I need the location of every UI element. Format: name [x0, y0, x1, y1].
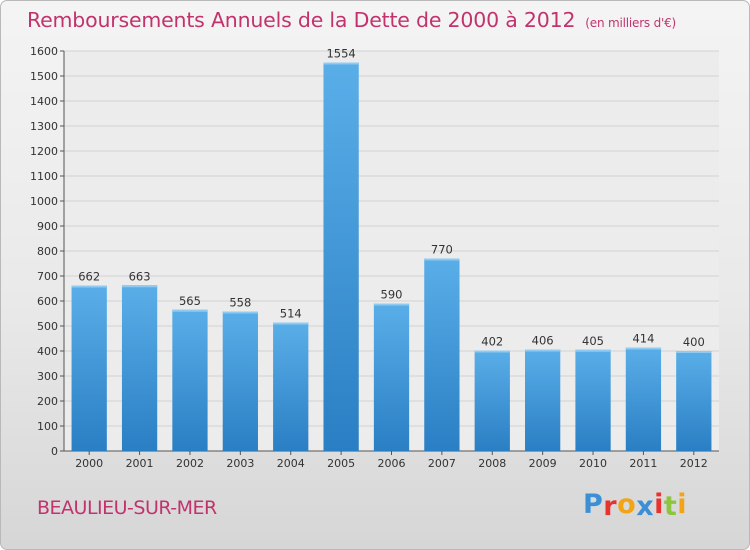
bar [273, 322, 309, 451]
data-label: 405 [582, 334, 604, 348]
x-tick-label: 2000 [75, 457, 103, 470]
bar-highlight [424, 258, 460, 261]
data-label: 406 [532, 334, 554, 348]
y-tick-label: 800 [37, 245, 58, 258]
y-tick-label: 200 [37, 395, 58, 408]
x-tick-label: 2008 [478, 457, 506, 470]
chart-title: Remboursements Annuels de la Dette de 20… [27, 8, 676, 32]
bar [172, 309, 208, 451]
x-tick-label: 2007 [428, 457, 456, 470]
bar [625, 347, 662, 451]
y-tick-label: 700 [37, 270, 58, 283]
logo-letter: i [654, 489, 664, 520]
logo-letter: t [663, 491, 678, 522]
data-label: 558 [229, 296, 251, 310]
y-tick-label: 1300 [30, 120, 58, 133]
data-label: 590 [381, 288, 403, 302]
bar-highlight [474, 350, 510, 353]
bar-highlight [172, 309, 208, 312]
bar-highlight [575, 349, 611, 352]
data-label: 565 [179, 294, 201, 308]
data-label: 1554 [326, 47, 355, 61]
proxiti-logo: Proxiti [583, 489, 688, 522]
y-tick-label: 1200 [30, 145, 58, 158]
y-tick-label: 1000 [30, 195, 58, 208]
bar [323, 62, 359, 451]
x-tick-label: 2009 [529, 457, 557, 470]
chart-title-text: Remboursements Annuels de la Dette de 20… [27, 8, 576, 32]
logo-letter: r [603, 491, 618, 522]
y-tick-label: 1600 [30, 45, 58, 58]
bar [676, 351, 712, 451]
logo-letter: o [617, 489, 637, 520]
bar [575, 349, 611, 451]
y-tick-label: 1100 [30, 170, 58, 183]
data-label: 663 [129, 269, 151, 283]
data-label: 514 [280, 307, 302, 321]
commune-name: BEAULIEU-SUR-MER [37, 497, 217, 519]
logo-letter: x [636, 491, 655, 522]
data-label: 402 [481, 335, 503, 349]
bar [424, 258, 460, 451]
x-tick-label: 2003 [226, 457, 254, 470]
x-tick-label: 2005 [327, 457, 355, 470]
y-tick-label: 1500 [30, 70, 58, 83]
bar-highlight [71, 285, 107, 288]
y-tick-label: 900 [37, 220, 58, 233]
data-label: 400 [683, 335, 705, 349]
bar [222, 311, 258, 451]
y-tick-label: 300 [37, 370, 58, 383]
x-tick-label: 2012 [680, 457, 708, 470]
x-tick-label: 2006 [378, 457, 406, 470]
bar-highlight [676, 351, 712, 353]
y-tick-label: 0 [51, 445, 58, 458]
bar-highlight [525, 349, 561, 352]
chart-subtitle: (en milliers d'€) [585, 16, 677, 30]
bar-highlight [373, 303, 410, 306]
bar-highlight [323, 62, 359, 65]
y-tick-label: 400 [37, 345, 58, 358]
bar-highlight [121, 285, 158, 288]
data-label: 662 [78, 270, 100, 284]
data-label: 770 [431, 243, 453, 257]
bar [373, 303, 410, 451]
logo-letter: P [583, 489, 604, 520]
x-tick-label: 2011 [629, 457, 657, 470]
y-tick-label: 1400 [30, 95, 58, 108]
bar [474, 350, 510, 451]
logo-letter: i [677, 489, 688, 520]
y-tick-label: 100 [37, 420, 58, 433]
bar-highlight [625, 347, 662, 350]
y-tick-label: 500 [37, 320, 58, 333]
x-tick-label: 2010 [579, 457, 607, 470]
x-tick-label: 2004 [277, 457, 305, 470]
bar [525, 349, 561, 451]
bar [121, 285, 158, 451]
bar-highlight [222, 311, 258, 314]
x-tick-label: 2001 [126, 457, 154, 470]
data-label: 414 [632, 332, 654, 346]
bar-highlight [273, 322, 309, 325]
y-tick-label: 600 [37, 295, 58, 308]
bar [71, 285, 107, 451]
x-tick-label: 2002 [176, 457, 204, 470]
